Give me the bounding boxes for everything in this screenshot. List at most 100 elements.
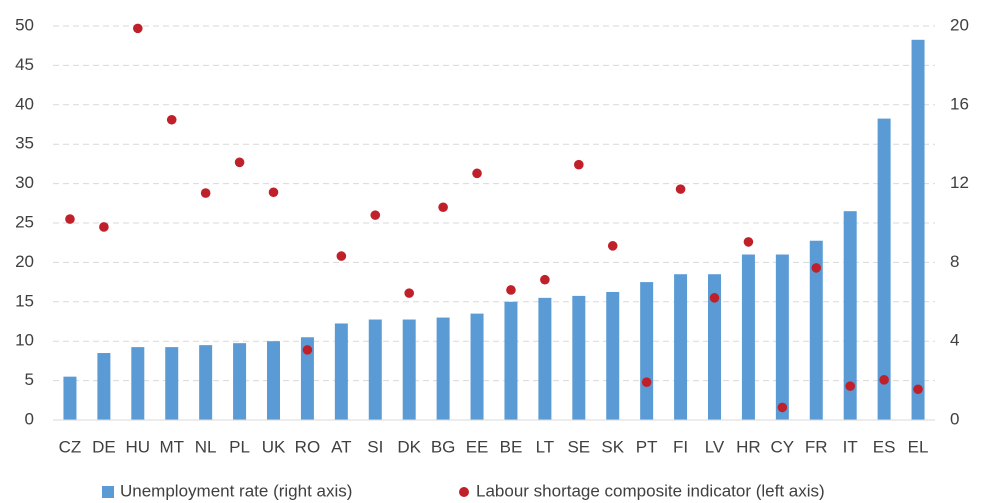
x-tick-label: SI bbox=[367, 437, 383, 456]
x-tick-label: IT bbox=[843, 437, 858, 456]
bar bbox=[63, 376, 77, 420]
x-tick-label: SE bbox=[567, 437, 590, 456]
dot bbox=[404, 288, 414, 298]
y-tick-label: 5 bbox=[25, 370, 34, 389]
bar bbox=[131, 347, 145, 420]
dot bbox=[166, 114, 177, 125]
x-tick-label: DK bbox=[397, 437, 421, 456]
dot bbox=[743, 237, 754, 247]
dot bbox=[336, 251, 347, 261]
dot bbox=[472, 168, 482, 179]
y-tick-label: 45 bbox=[15, 55, 34, 74]
bar bbox=[572, 295, 586, 420]
x-tick-label: FI bbox=[673, 437, 688, 456]
x-tick-label: AT bbox=[331, 437, 351, 456]
dot bbox=[675, 184, 686, 194]
x-tick-label: HU bbox=[126, 437, 151, 456]
y-tick-label: 50 bbox=[15, 15, 34, 34]
bar bbox=[470, 313, 484, 420]
y2-tick-label: 8 bbox=[950, 252, 959, 271]
x-tick-label: NL bbox=[195, 437, 217, 456]
dot bbox=[777, 402, 788, 413]
bar bbox=[606, 291, 620, 420]
dot bbox=[607, 241, 618, 251]
legend-swatch bbox=[102, 486, 114, 498]
dot bbox=[438, 202, 448, 213]
legend-swatch bbox=[459, 487, 469, 497]
x-tick-label: ES bbox=[873, 437, 896, 456]
bar bbox=[334, 323, 348, 420]
bar bbox=[368, 319, 382, 420]
bar bbox=[504, 301, 518, 420]
bar bbox=[436, 317, 450, 420]
dot bbox=[709, 293, 720, 303]
bar bbox=[233, 343, 247, 420]
x-tick-label: BG bbox=[431, 437, 456, 456]
bar bbox=[199, 345, 213, 420]
y2-tick-label: 12 bbox=[950, 173, 969, 192]
y2-tick-label: 0 bbox=[950, 409, 959, 428]
dot bbox=[811, 263, 822, 273]
dot bbox=[370, 210, 381, 220]
bar bbox=[911, 39, 925, 420]
bar bbox=[402, 319, 416, 420]
y-tick-label: 25 bbox=[15, 212, 34, 231]
dot bbox=[65, 214, 75, 224]
dot bbox=[200, 188, 211, 198]
dot bbox=[574, 159, 584, 170]
x-tick-label: BE bbox=[500, 437, 523, 456]
dot bbox=[302, 345, 313, 355]
dot bbox=[913, 384, 923, 395]
bar bbox=[538, 297, 552, 420]
x-tick-label: UK bbox=[262, 437, 286, 456]
bar bbox=[300, 337, 314, 420]
x-tick-label: SK bbox=[601, 437, 624, 456]
bar bbox=[674, 274, 688, 420]
x-tick-label: EL bbox=[908, 437, 929, 456]
x-tick-label: RO bbox=[295, 437, 321, 456]
dot bbox=[99, 222, 109, 232]
bar bbox=[741, 254, 755, 420]
x-tick-label: LT bbox=[536, 437, 555, 456]
bar bbox=[97, 353, 111, 420]
x-tick-label: DE bbox=[92, 437, 116, 456]
dot bbox=[641, 377, 652, 387]
x-tick-label: PT bbox=[636, 437, 658, 456]
bar bbox=[877, 118, 891, 420]
y-tick-label: 10 bbox=[15, 331, 34, 350]
y-tick-label: 20 bbox=[15, 252, 34, 271]
dot bbox=[234, 157, 245, 168]
dot bbox=[268, 187, 279, 198]
bar bbox=[640, 282, 654, 420]
legend-label: Labour shortage composite indicator (lef… bbox=[476, 481, 825, 500]
y2-tick-label: 20 bbox=[950, 15, 969, 34]
bar bbox=[775, 254, 789, 420]
y-tick-label: 0 bbox=[25, 409, 34, 428]
x-tick-label: HR bbox=[736, 437, 761, 456]
y-tick-label: 35 bbox=[15, 134, 34, 153]
y-tick-label: 15 bbox=[15, 291, 34, 310]
x-tick-label: CZ bbox=[59, 437, 82, 456]
y2-tick-label: 4 bbox=[950, 331, 959, 350]
legend-label: Unemployment rate (right axis) bbox=[120, 481, 352, 500]
bar bbox=[843, 211, 857, 420]
x-tick-label: MT bbox=[159, 437, 184, 456]
bar bbox=[267, 341, 280, 420]
x-tick-label: PL bbox=[229, 437, 250, 456]
dot bbox=[506, 285, 516, 295]
dot bbox=[845, 381, 855, 391]
bar bbox=[809, 240, 823, 420]
x-tick-label: EE bbox=[466, 437, 489, 456]
dot bbox=[540, 274, 550, 285]
bar bbox=[165, 347, 179, 420]
dot bbox=[133, 23, 143, 34]
y2-tick-label: 16 bbox=[950, 94, 969, 113]
y-tick-label: 30 bbox=[15, 173, 34, 192]
x-tick-label: FR bbox=[805, 437, 828, 456]
x-tick-label: CY bbox=[771, 437, 795, 456]
y-tick-label: 40 bbox=[15, 94, 34, 113]
dot bbox=[879, 375, 889, 385]
bar bbox=[708, 274, 721, 420]
x-tick-label: LV bbox=[705, 437, 725, 456]
